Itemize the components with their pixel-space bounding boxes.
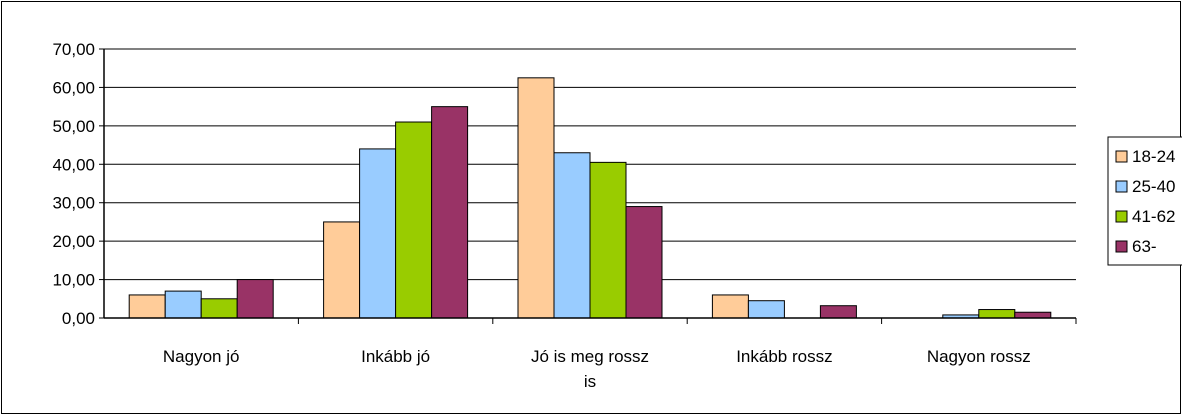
legend-label: 63- bbox=[1132, 237, 1157, 256]
bar-25-40 bbox=[747, 300, 785, 319]
bar-25-40 bbox=[359, 148, 397, 319]
bar-25-40 bbox=[164, 290, 202, 319]
legend-swatch bbox=[1115, 240, 1128, 253]
bar-18-24 bbox=[323, 221, 361, 319]
y-tick-label: 0,00 bbox=[62, 309, 95, 328]
legend-swatch bbox=[1115, 180, 1128, 193]
bar-18-24 bbox=[128, 294, 166, 319]
legend-label: 25-40 bbox=[1132, 177, 1175, 196]
x-tick-label: Nagyon rossz bbox=[927, 347, 1031, 366]
x-tick-label: Inkább rossz bbox=[736, 347, 832, 366]
y-tick-label: 30,00 bbox=[52, 194, 95, 213]
x-axis-ticks: Nagyon jó Inkább jó Jó is meg rossz is Inkáb… bbox=[163, 318, 1077, 391]
x-tick-label: Jó is meg rossz is bbox=[531, 347, 649, 391]
x-tick-label: Inkább jó bbox=[361, 347, 430, 366]
y-tick-label: 70,00 bbox=[52, 40, 95, 59]
bar-18-24 bbox=[517, 77, 555, 319]
axes bbox=[103, 49, 1076, 319]
y-tick-label: 60,00 bbox=[52, 78, 95, 97]
bar-63 bbox=[625, 206, 663, 319]
bar-63 bbox=[431, 106, 469, 319]
y-axis-ticks: 0,00 10,00 20,00 30,00 40,00 50,00 60,00 70,00 bbox=[52, 40, 104, 328]
legend-swatch bbox=[1115, 210, 1128, 223]
bar-41-62 bbox=[395, 121, 433, 319]
bar-41-62 bbox=[200, 298, 238, 319]
x-tick-label: Nagyon jó bbox=[163, 347, 240, 366]
legend: 18-24 25-40 41-62 63- bbox=[1107, 136, 1182, 266]
bars bbox=[128, 77, 1052, 319]
y-tick-label: 10,00 bbox=[52, 271, 95, 290]
y-tick-label: 40,00 bbox=[52, 155, 95, 174]
bar-41-62 bbox=[589, 161, 627, 319]
bar-41-62 bbox=[978, 309, 1016, 319]
bar-63 bbox=[236, 279, 274, 319]
legend-label: 41-62 bbox=[1132, 207, 1175, 226]
legend-label: 18-24 bbox=[1132, 147, 1175, 166]
y-tick-label: 20,00 bbox=[52, 232, 95, 251]
bar-18-24 bbox=[711, 294, 749, 319]
bar-25-40 bbox=[553, 152, 591, 319]
bar-63 bbox=[1014, 311, 1052, 319]
legend-swatch bbox=[1115, 150, 1128, 163]
bar-63 bbox=[819, 305, 857, 319]
y-tick-label: 50,00 bbox=[52, 117, 95, 136]
